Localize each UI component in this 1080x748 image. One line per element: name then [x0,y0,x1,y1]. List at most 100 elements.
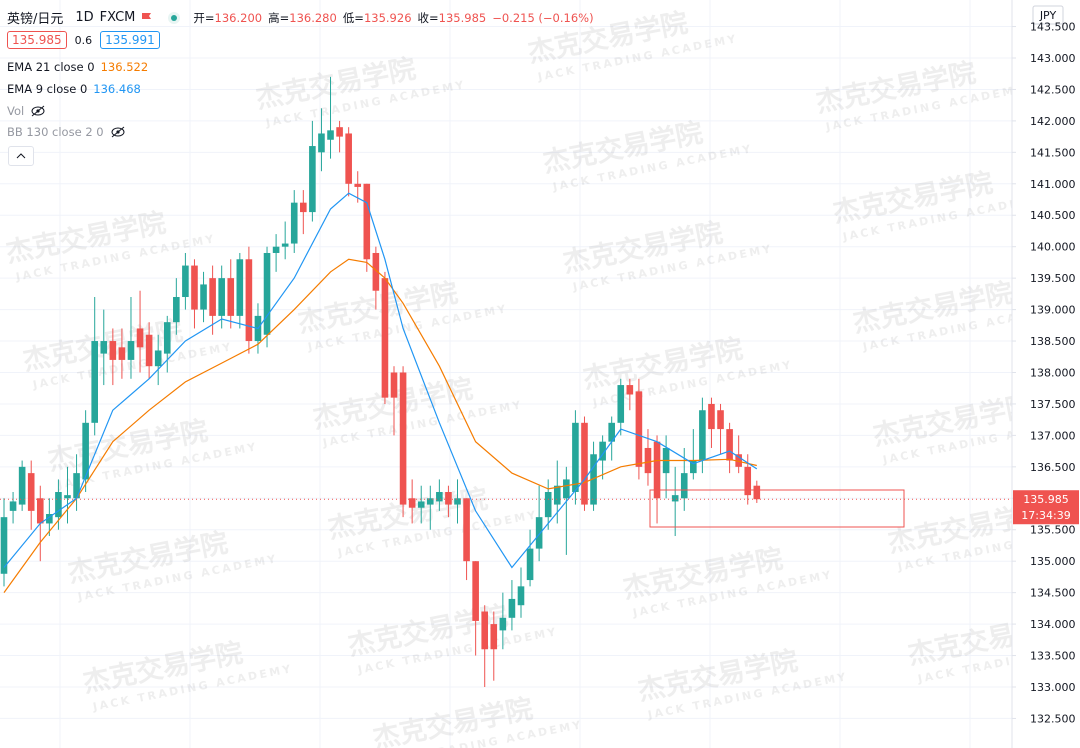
candle[interactable] [191,259,198,329]
hidden-icon[interactable] [30,105,46,117]
candle[interactable] [173,278,180,335]
candle[interactable] [499,592,507,650]
candle[interactable] [145,322,153,379]
candle[interactable] [599,435,606,480]
candle[interactable] [426,485,434,530]
candle[interactable] [300,190,307,235]
candle[interactable] [608,416,615,461]
candle[interactable] [18,460,26,511]
candle[interactable] [73,454,80,511]
interval[interactable]: 1D [75,10,94,25]
currency-badge[interactable] [1032,5,1064,25]
candle[interactable] [617,378,625,436]
candle[interactable] [109,328,117,386]
candle[interactable] [209,265,216,335]
flag-icon[interactable] [141,12,153,24]
candle[interactable] [363,183,371,272]
candle[interactable] [508,580,516,631]
candle[interactable] [581,416,588,511]
candle[interactable] [708,397,715,448]
candle-body [236,259,244,316]
candle[interactable] [163,315,171,373]
ema-line [3,258,757,593]
candle[interactable] [218,265,225,329]
candle[interactable] [626,378,634,411]
candle[interactable] [445,485,452,518]
buy-button[interactable]: 135.991 [100,31,160,49]
candle[interactable] [553,460,561,524]
candle[interactable] [27,460,35,530]
candle[interactable] [690,429,697,480]
y-tick-label: 142.500 [1030,83,1076,96]
candle[interactable] [245,246,253,354]
candle[interactable] [281,221,289,260]
candle[interactable] [481,605,489,687]
candle[interactable] [635,378,643,480]
candle-body [408,498,416,508]
candle[interactable] [336,120,343,153]
candle[interactable] [399,366,407,518]
candle[interactable] [408,479,416,524]
candle[interactable] [136,290,144,373]
candle[interactable] [182,252,189,310]
candle[interactable] [272,234,280,272]
candle[interactable] [118,328,126,379]
symbol[interactable]: 英镑/日元 [7,12,64,27]
candle[interactable] [91,297,98,436]
candle[interactable] [572,410,579,505]
candle[interactable] [563,466,570,555]
candle[interactable] [327,76,334,159]
candle[interactable] [318,108,325,172]
candle[interactable] [9,491,17,524]
candle[interactable] [544,479,552,530]
countdown: 17:34:39 [1021,509,1070,522]
candle[interactable] [590,441,597,511]
candle[interactable] [517,567,525,618]
candle[interactable] [154,334,162,386]
candle[interactable] [82,410,89,492]
candle[interactable] [372,246,380,310]
candle[interactable] [735,435,742,474]
candle[interactable] [236,252,244,329]
candle-body [18,466,26,505]
collapse-button[interactable] [8,146,34,166]
candle[interactable] [127,297,135,379]
candle[interactable] [454,479,461,524]
candle[interactable] [263,246,271,348]
candle[interactable] [671,466,679,537]
candle[interactable] [490,611,498,681]
candle[interactable] [436,479,443,511]
candle-body [91,341,98,423]
candle[interactable] [535,485,543,562]
candle[interactable] [100,309,108,386]
candle[interactable] [381,271,389,404]
status-icon[interactable] [167,11,181,25]
candle-body [726,429,733,461]
candle[interactable] [64,466,71,524]
candle[interactable] [463,498,470,581]
candle[interactable] [717,403,724,455]
candle[interactable] [200,271,207,323]
candle[interactable] [726,422,733,474]
candle[interactable] [227,259,235,329]
candle[interactable] [290,190,298,253]
candle[interactable] [55,479,62,530]
candle[interactable] [345,127,352,197]
sell-button[interactable]: 135.985 [7,31,67,49]
candle[interactable] [0,498,8,587]
candle[interactable] [472,561,479,656]
candle[interactable] [662,435,670,499]
candle[interactable] [417,485,425,524]
candle[interactable] [390,366,398,436]
candle[interactable] [309,120,316,222]
hidden-icon[interactable] [110,126,126,138]
candle[interactable] [526,529,534,587]
candle[interactable] [653,435,661,524]
